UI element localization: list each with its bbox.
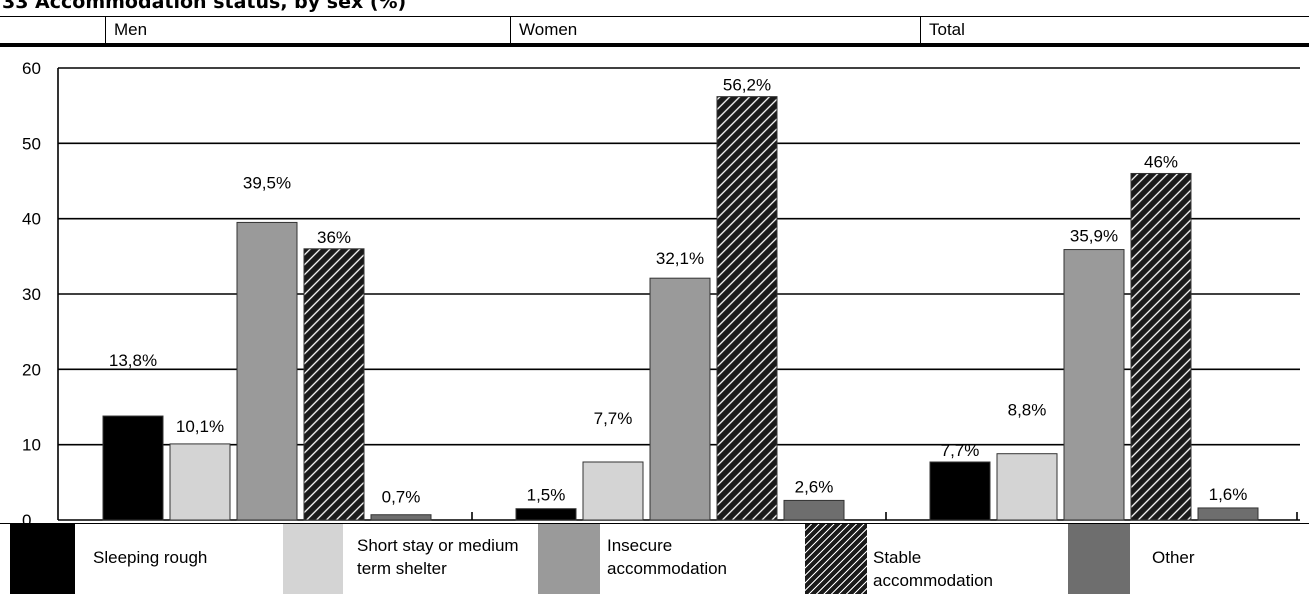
- legend-label-sleeping-rough: Sleeping rough: [93, 548, 208, 567]
- y-tick-label: 50: [22, 134, 41, 153]
- data-label-total-short-stay: 8,8%: [1008, 401, 1047, 420]
- legend-swatch-other: [1068, 524, 1130, 594]
- legend-label-other: Other: [1152, 548, 1195, 567]
- data-label-men-insecure: 39,5%: [243, 173, 291, 192]
- legend-swatch-insecure: [538, 524, 600, 594]
- data-label-men-stable: 36%: [317, 228, 351, 247]
- header-women: Women: [510, 17, 920, 43]
- bar-women-stable: [716, 96, 778, 521]
- bar-total-short-stay: [996, 453, 1058, 521]
- data-label-total-stable: 46%: [1144, 152, 1178, 171]
- bar-total-stable: [1130, 172, 1192, 521]
- legend-label-stable: Stable accommodation: [873, 548, 994, 590]
- bar-men-sleeping-rough: [102, 415, 164, 521]
- chart-title: 33 Accommodation status, by sex (%): [2, 0, 407, 13]
- data-label-men-sleeping-rough: 13,8%: [109, 351, 157, 370]
- data-label-women-sleeping-rough: 1,5%: [527, 486, 566, 505]
- y-tick-label: 40: [22, 210, 41, 229]
- data-label-total-other: 1,6%: [1209, 485, 1248, 504]
- legend-swatch-short-stay: [283, 524, 343, 594]
- legend-label-insecure: Insecure accommodation: [607, 536, 728, 578]
- bar-women-short-stay: [582, 461, 644, 521]
- y-tick-label: 10: [22, 436, 41, 455]
- bar-men-short-stay: [169, 443, 231, 521]
- data-label-women-insecure: 32,1%: [656, 249, 704, 268]
- bar-women-other: [783, 499, 845, 521]
- legend: Sleeping rough Short stay or medium term…: [0, 523, 1309, 594]
- header-men: Men: [105, 17, 510, 43]
- bar-chart: 0 10 20 30 40 50 60 13,8% 1,5% 7,7% 10,1% 7,7% 8,8%…: [22, 59, 1300, 523]
- bar-women-insecure: [649, 277, 711, 521]
- data-label-men-short-stay: 10,1%: [176, 417, 224, 436]
- y-tick-label: 30: [22, 285, 41, 304]
- data-label-women-short-stay: 7,7%: [594, 409, 633, 428]
- legend-label-short-stay: Short stay or medium term shelter: [357, 536, 519, 578]
- bar-total-insecure: [1063, 249, 1125, 521]
- bar-total-other: [1197, 507, 1259, 521]
- y-tick-label: 60: [22, 59, 41, 78]
- header-total: Total: [920, 17, 1309, 43]
- y-tick-label: 0: [22, 511, 31, 523]
- y-tick-label: 20: [22, 360, 41, 379]
- category-header: Men Women Total: [0, 16, 1309, 47]
- bar-women-sleeping-rough: [515, 508, 577, 521]
- data-label-women-other: 2,6%: [795, 477, 834, 496]
- data-label-total-sleeping-rough: 7,7%: [941, 441, 980, 460]
- data-label-total-insecure: 35,9%: [1070, 227, 1118, 246]
- bar-men-insecure: [236, 221, 298, 521]
- bar-men-other: [370, 514, 432, 521]
- bar-men-stable: [303, 248, 365, 521]
- data-label-women-stable: 56,2%: [723, 76, 771, 95]
- bar-total-sleeping-rough: [929, 461, 991, 521]
- data-label-men-other: 0,7%: [382, 488, 421, 507]
- legend-swatch-sleeping-rough: [10, 524, 75, 594]
- legend-swatch-stable: [805, 524, 867, 594]
